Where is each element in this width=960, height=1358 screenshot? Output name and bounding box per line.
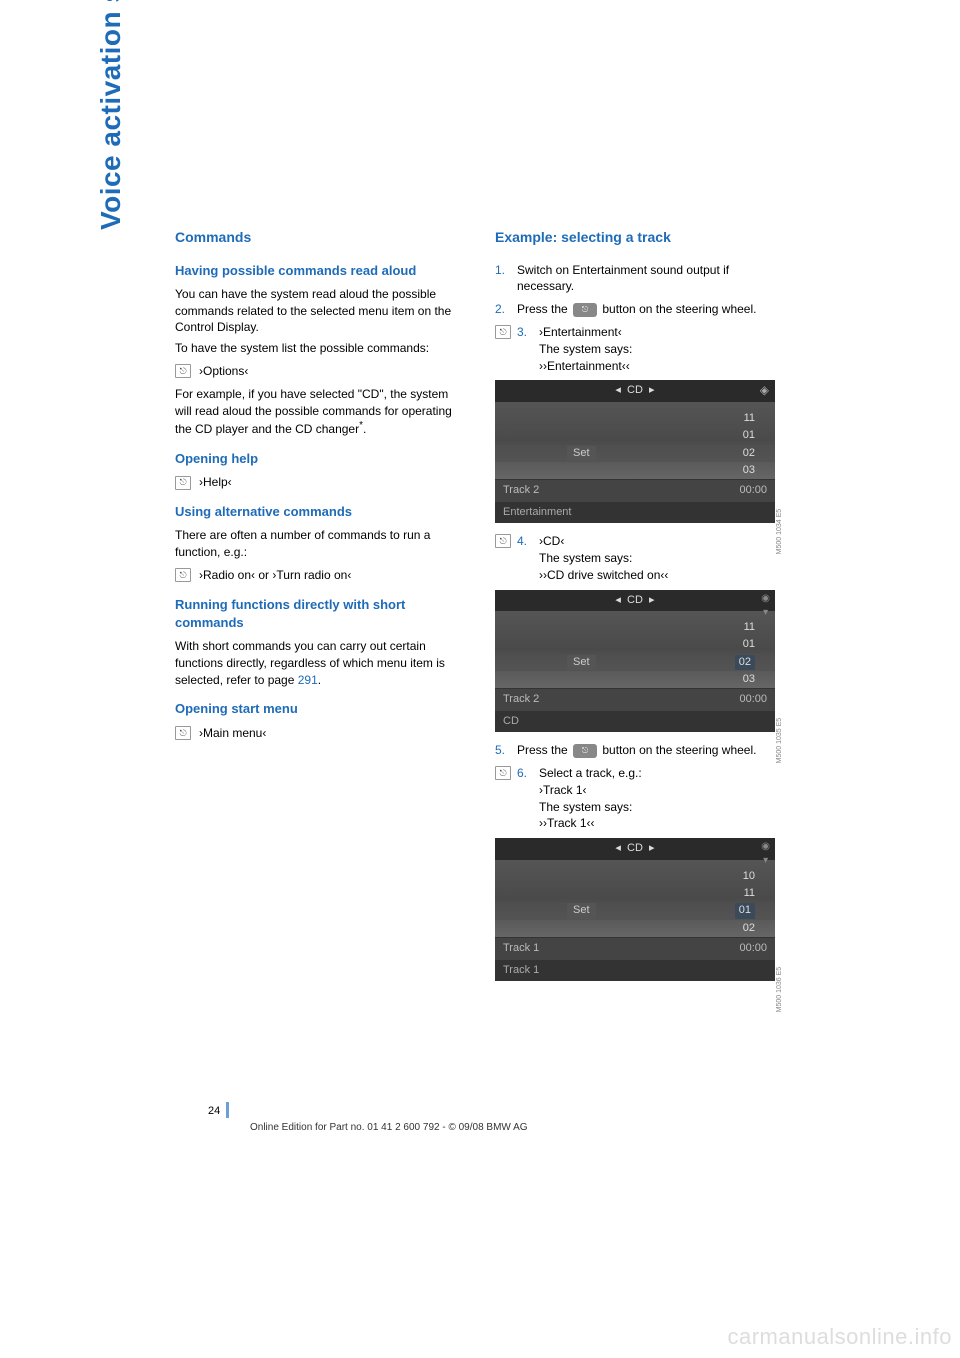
step-list: ⎋ 4. ›CD‹ The system says: ››CD drive sw… [495,533,775,583]
voice-icon: ⎋ [175,568,191,582]
right-column: Example: selecting a track 1. Switch on … [495,228,775,991]
step-number: 6. [517,765,539,782]
voice-icon: ⎋ [175,476,191,490]
voice-command-text: ›Options‹ [199,363,248,380]
step-item: ⎋ 3. ›Entertainment‹ The system says: ››… [495,324,775,374]
step-item: ⎋ 4. ›CD‹ The system says: ››CD drive sw… [495,533,775,583]
step-number: 4. [517,533,539,550]
voice-command-row: ⎋ ›Main menu‹ [175,725,455,742]
heading-start-menu: Opening start menu [175,700,455,718]
page-number-marker [226,1102,229,1118]
voice-icon: ⎋ [495,766,511,780]
side-section-title: Voice activation system [95,0,127,230]
voice-command-text: ›Help‹ [199,474,232,491]
idrive-screenshot-3: ◂ CD ▸ ◉▾ 10 11 Set01 02 Track 100:00 Tr… [495,838,775,981]
step-item: 5. Press the ⎋ button on the steering wh… [495,742,775,759]
step-list: 5. Press the ⎋ button on the steering wh… [495,742,775,832]
heading-read-aloud: Having possible commands read aloud [175,262,455,280]
step-number: 2. [495,301,517,318]
paragraph: With short commands you can carry out ce… [175,638,455,688]
voice-icon: ⎋ [495,534,511,548]
screen-header: ◂ CD ▸ ◈ [495,380,775,401]
heading-help: Opening help [175,450,455,468]
image-code: M500 1036 E5 [775,967,785,1013]
idrive-screenshot-1: ◂ CD ▸ ◈ 11 01 Set02 03 Track 200:00 Ent… [495,380,775,523]
step-text: Switch on Entertainment sound output if … [517,262,775,296]
steering-button-icon: ⎋ [573,303,597,317]
diamond-icon: ◈ [760,382,769,399]
paragraph: There are often a number of commands to … [175,527,455,561]
voice-command-row: ⎋ ›Radio on‹ or ›Turn radio on‹ [175,567,455,584]
step-number: 3. [517,324,539,341]
left-column: Commands Having possible commands read a… [175,228,455,991]
step-text: Press the ⎋ button on the steering wheel… [517,301,775,318]
voice-icon: ⎋ [175,726,191,740]
heading-commands: Commands [175,228,455,248]
paragraph: To have the system list the possible com… [175,340,455,357]
voice-command-text: ›Radio on‹ or ›Turn radio on‹ [199,567,351,584]
voice-command-text: ›Main menu‹ [199,725,266,742]
page-content: Commands Having possible commands read a… [90,228,870,991]
step-text: Select a track, e.g.: ›Track 1‹ The syst… [539,765,775,832]
footer-copyright: Online Edition for Part no. 01 41 2 600 … [250,1122,528,1133]
voice-command-row: ⎋ ›Options‹ [175,363,455,380]
step-item: 2. Press the ⎋ button on the steering wh… [495,301,775,318]
step-item: ⎋ 6. Select a track, e.g.: ›Track 1‹ The… [495,765,775,832]
step-number: 1. [495,262,517,279]
paragraph: For example, if you have selected "CD", … [175,386,455,438]
step-text: ›Entertainment‹ The system says: ››Enter… [539,324,775,374]
heading-short-commands: Running functions directly with short co… [175,596,455,632]
voice-command-row: ⎋ ›Help‹ [175,474,455,491]
paragraph: You can have the system read aloud the p… [175,286,455,336]
idrive-screenshot-2: ◂ CD ▸ ◉▾ 11 01 Set02 03 Track 200:00 CD… [495,590,775,733]
step-list: 1. Switch on Entertainment sound output … [495,262,775,375]
heading-alt-commands: Using alternative commands [175,503,455,521]
screen-header: ◂ CD ▸ ◉▾ [495,838,775,859]
step-item: 1. Switch on Entertainment sound output … [495,262,775,296]
watermark: carmanualsonline.info [727,1324,952,1350]
image-code: M500 1035 E5 [775,718,785,764]
step-number: 5. [495,742,517,759]
voice-icon: ⎋ [175,364,191,378]
image-code: M500 1034 E5 [775,509,785,555]
scroll-icon: ◉▾ [761,592,770,620]
steering-button-icon: ⎋ [573,744,597,758]
scroll-icon: ◉▾ [761,840,770,868]
voice-icon: ⎋ [495,325,511,339]
page-number: 24 [208,1105,220,1117]
heading-example: Example: selecting a track [495,228,775,248]
step-text: Press the ⎋ button on the steering wheel… [517,742,775,759]
screen-header: ◂ CD ▸ ◉▾ [495,590,775,611]
step-text: ›CD‹ The system says: ››CD drive switche… [539,533,775,583]
page-link[interactable]: 291 [298,673,318,687]
